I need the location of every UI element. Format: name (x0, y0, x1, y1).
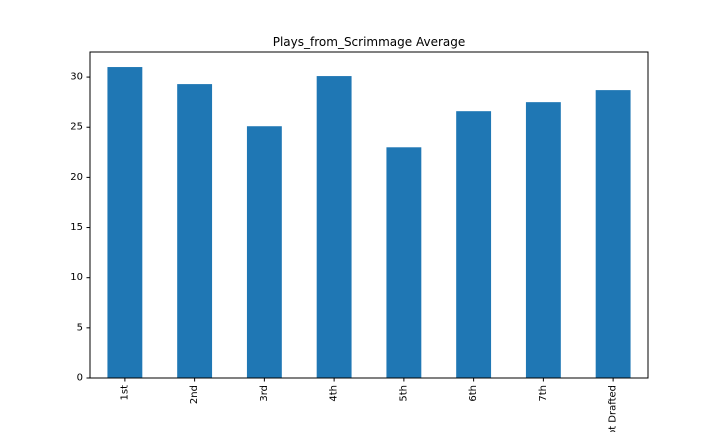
x-tick-label: 1st (119, 385, 130, 401)
x-axis: 1st 2nd 3rd 4th 5th 6th 7th Not Drafted (119, 378, 619, 432)
chart-title: Plays_from_Scrimmage Average (273, 35, 466, 49)
x-tick-label: Not Drafted (608, 385, 619, 432)
x-tick-label: 5th (398, 385, 409, 402)
bar (246, 126, 282, 378)
x-tick-label: 3rd (259, 385, 270, 402)
y-tick-label: 15 (70, 222, 83, 233)
y-axis: 0 5 10 15 20 25 30 (70, 72, 90, 384)
x-tick-label: 6th (468, 385, 479, 402)
bar (177, 84, 213, 379)
plot-frame (89, 51, 649, 379)
x-tick-label: 4th (329, 385, 340, 402)
bar (525, 102, 561, 379)
y-tick-label: 20 (70, 172, 83, 183)
bar (456, 111, 492, 378)
y-tick-label: 25 (70, 122, 83, 133)
x-tick-label: 7th (538, 385, 549, 402)
bar (107, 67, 143, 379)
x-tick-label: 2nd (189, 385, 200, 404)
bar (316, 76, 352, 378)
bar (386, 147, 422, 378)
y-tick-label: 0 (77, 373, 83, 384)
y-tick-label: 30 (70, 72, 83, 83)
bar (595, 90, 631, 379)
bars-group (107, 67, 631, 379)
y-tick-label: 5 (77, 322, 83, 333)
y-tick-label: 10 (70, 272, 83, 283)
